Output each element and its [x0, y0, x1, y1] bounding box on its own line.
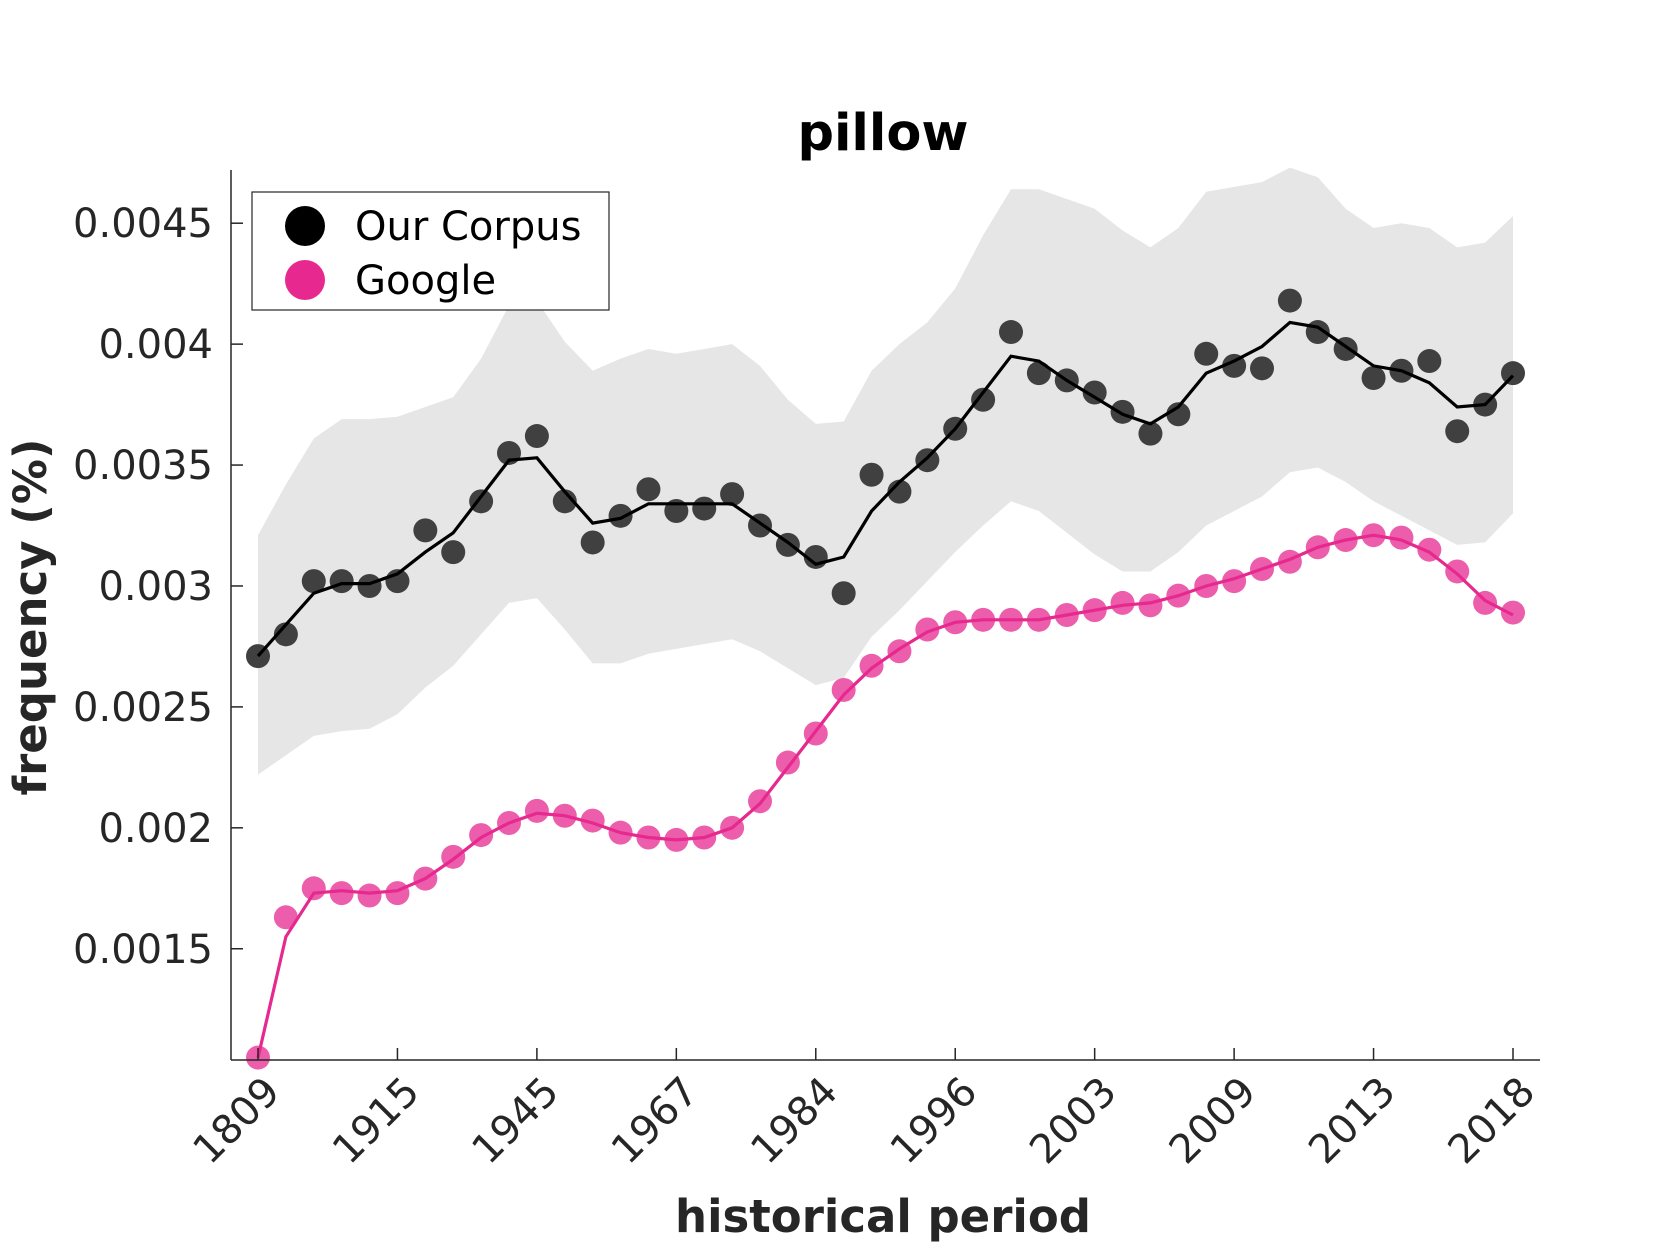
- y-axis-ticks: 0.0015 0.002 0.0025 0.003 0.0035 0.004 0.0045: [73, 201, 243, 973]
- corpus-point: [608, 503, 633, 528]
- corpus-point: [413, 518, 438, 543]
- corpus-smoothed-line: [256, 320, 1515, 658]
- legend-marker-our-corpus: [285, 206, 325, 246]
- corpus-point: [887, 479, 912, 504]
- corpus-point: [1222, 353, 1247, 378]
- corpus-confidence-band: [258, 167, 1513, 775]
- y-tick-label: 0.004: [98, 322, 213, 368]
- legend-marker-google: [285, 260, 325, 300]
- corpus-point: [831, 581, 856, 606]
- corpus-point: [1026, 361, 1051, 386]
- legend: Our Corpus Google: [251, 191, 610, 311]
- corpus-point: [636, 477, 661, 502]
- corpus-point: [1138, 421, 1163, 446]
- x-axis-label: historical period: [675, 1190, 1091, 1243]
- corpus-point: [1110, 399, 1135, 424]
- corpus-point: [1501, 361, 1525, 386]
- corpus-point: [1361, 365, 1386, 390]
- y-tick-label: 0.0025: [73, 685, 213, 731]
- corpus-point: [469, 489, 494, 514]
- corpus-point: [999, 320, 1023, 345]
- corpus-point: [441, 540, 466, 565]
- corpus-point: [580, 530, 605, 555]
- corpus-point: [357, 573, 382, 598]
- y-tick-label: 0.0015: [73, 927, 213, 973]
- google-point: [775, 750, 800, 775]
- corpus-point: [524, 424, 549, 449]
- chart-title: pillow: [797, 104, 968, 163]
- google-point: [831, 677, 856, 702]
- google-point: [1138, 593, 1163, 618]
- google-point: [357, 883, 382, 908]
- corpus-point: [1277, 288, 1302, 313]
- corpus-point: [552, 489, 577, 514]
- corpus-point: [859, 462, 884, 487]
- corpus-point: [915, 448, 940, 473]
- google-point: [385, 881, 410, 906]
- corpus-point: [971, 387, 996, 412]
- y-tick-label: 0.0045: [73, 201, 213, 247]
- google-smoothed-line: [256, 533, 1514, 1058]
- corpus-point: [1250, 356, 1274, 381]
- y-axis-label: frequency (%): [4, 439, 57, 796]
- legend-label-google: Google: [355, 258, 496, 304]
- legend-label-our-corpus: Our Corpus: [355, 204, 581, 250]
- corpus-point: [1445, 419, 1470, 444]
- corpus-point: [692, 496, 717, 521]
- plot-area: [246, 167, 1525, 1070]
- y-tick-label: 0.0035: [73, 443, 213, 489]
- google-point: [273, 905, 298, 930]
- google-point: [524, 798, 549, 823]
- corpus-point: [1166, 402, 1191, 427]
- corpus-point: [720, 482, 745, 507]
- google-point: [1501, 600, 1525, 625]
- y-tick-label: 0.002: [98, 806, 213, 852]
- corpus-point: [1082, 380, 1107, 405]
- corpus-point: [301, 569, 326, 594]
- corpus-point: [1417, 349, 1442, 374]
- corpus-point: [329, 569, 354, 594]
- google-point: [301, 876, 326, 901]
- y-tick-label: 0.003: [98, 564, 213, 610]
- corpus-point: [1194, 341, 1219, 366]
- corpus-point: [273, 622, 298, 647]
- google-point: [1110, 590, 1135, 615]
- google-point: [329, 881, 354, 906]
